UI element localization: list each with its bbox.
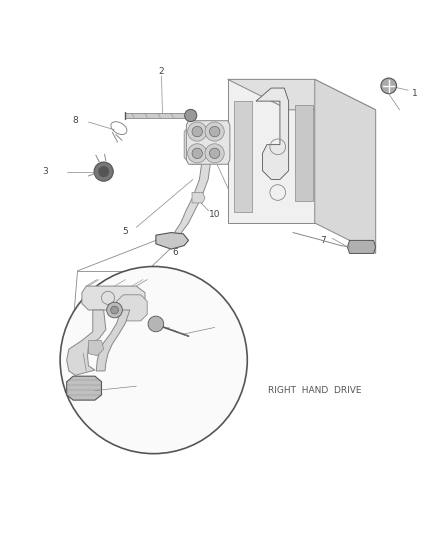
Text: 1: 1 [412,89,418,98]
Circle shape [209,148,220,158]
Polygon shape [256,88,289,180]
Polygon shape [88,341,104,356]
Polygon shape [184,125,215,164]
Text: 2: 2 [159,67,164,76]
Circle shape [192,126,202,137]
Polygon shape [156,232,188,249]
Text: 6: 6 [140,382,146,391]
Text: 12: 12 [218,323,229,332]
Polygon shape [82,286,145,310]
Polygon shape [228,79,315,223]
Polygon shape [315,79,376,254]
Circle shape [381,78,396,94]
Circle shape [205,144,224,163]
Polygon shape [192,192,205,203]
Text: 10: 10 [209,210,220,219]
Polygon shape [117,295,147,321]
Circle shape [192,148,202,158]
Text: 5: 5 [123,227,128,236]
Text: 13: 13 [78,372,89,381]
Circle shape [209,126,220,137]
Circle shape [187,122,207,141]
Polygon shape [67,310,106,375]
Text: 7: 7 [321,236,326,245]
Circle shape [185,109,197,122]
Polygon shape [172,125,211,239]
Polygon shape [347,240,376,254]
Text: 4: 4 [236,201,241,210]
Circle shape [205,122,224,141]
Polygon shape [67,376,102,400]
Polygon shape [125,114,188,118]
Circle shape [187,144,207,163]
Text: RIGHT  HAND  DRIVE: RIGHT HAND DRIVE [268,386,361,395]
Circle shape [107,302,122,318]
Text: 3: 3 [42,167,48,176]
Text: 6: 6 [173,248,178,256]
Polygon shape [186,120,230,164]
Circle shape [111,306,118,314]
Polygon shape [228,79,376,110]
Circle shape [99,166,109,177]
Polygon shape [295,106,313,201]
Polygon shape [96,310,130,371]
Circle shape [60,266,247,454]
Circle shape [148,316,164,332]
Polygon shape [234,101,252,212]
Text: 8: 8 [73,116,78,125]
Circle shape [94,162,113,181]
